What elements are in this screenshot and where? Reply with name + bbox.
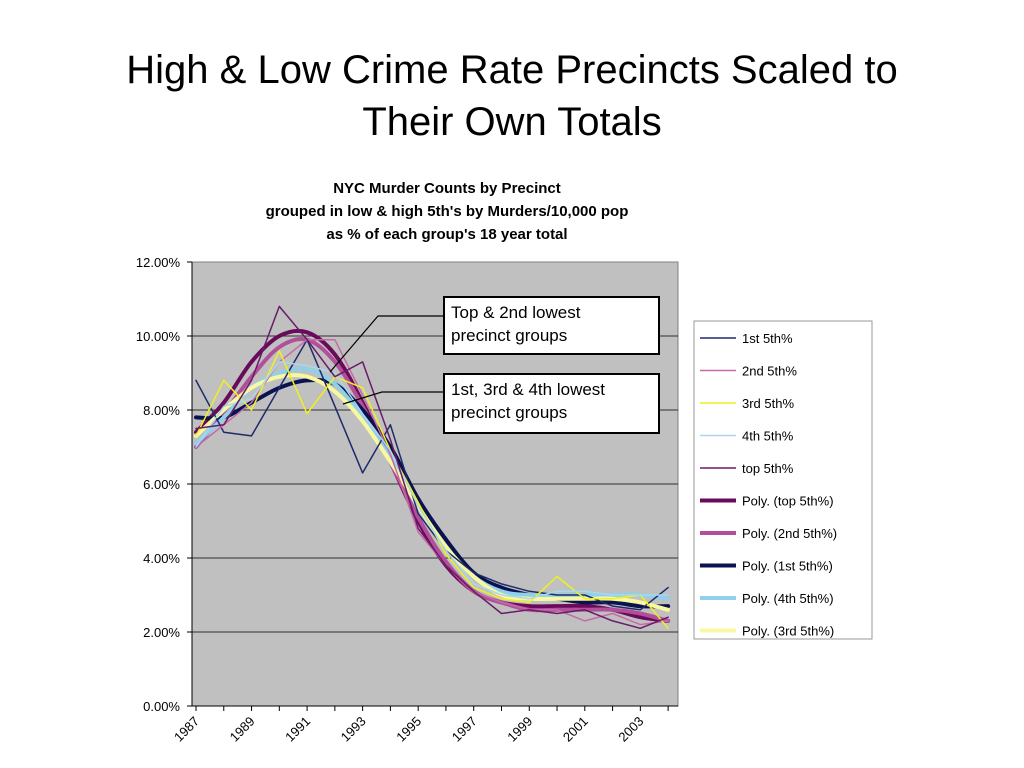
legend-label: Poly. (4th 5th%)	[742, 591, 834, 606]
y-tick-label: 8.00%	[143, 403, 180, 418]
chart-title-line-2: grouped in low & high 5th's by Murders/1…	[266, 203, 629, 220]
annotation-box	[443, 373, 660, 434]
y-tick-label: 4.00%	[143, 551, 180, 566]
legend: 1st 5th% 2nd 5th% 3rd 5th% 4th 5th% top 5th%…	[693, 320, 873, 640]
chart-title: NYC Murder Counts by Precinct grouped in …	[266, 180, 629, 243]
series-line-poly-1st-5th	[194, 378, 671, 609]
legend-label: Poly. (3rd 5th%)	[742, 624, 834, 639]
series-line-4th-5th	[195, 361, 669, 600]
legend-label: Poly. (2nd 5th%)	[742, 526, 837, 541]
series-line-1st-5th	[195, 338, 669, 611]
annotation-callout-1: Top & 2nd lowest precinct groups	[329, 296, 660, 373]
legend-label: Poly. (top 5th%)	[742, 494, 834, 509]
chart-title-line-3: as % of each group's 18 year total	[326, 226, 567, 243]
y-tick-label: 6.00%	[143, 477, 180, 492]
legend-label: 3rd 5th%	[742, 396, 794, 411]
legend-entry: Poly. (1st 5th%)	[700, 559, 833, 574]
legend-entry: 3rd 5th%	[700, 396, 794, 411]
legend-label: 1st 5th%	[742, 331, 793, 346]
legend-label: 2nd 5th%	[742, 364, 797, 379]
series-line-top-5th	[195, 305, 669, 630]
slide-title-line-1: High & Low Crime Rate Precincts Scaled t…	[126, 48, 898, 92]
legend-entry: Poly. (4th 5th%)	[700, 591, 834, 606]
legend-entry: Poly. (3rd 5th%)	[700, 624, 834, 639]
annotation-box	[443, 296, 660, 355]
y-tick-label: 10.00%	[136, 329, 181, 344]
legend-entry: 2nd 5th%	[700, 364, 797, 379]
y-tick-label: 0.00%	[143, 699, 180, 714]
legend-entry: 4th 5th%	[700, 429, 794, 444]
annotation-leader-line	[329, 315, 444, 373]
legend-entry: top 5th%	[700, 461, 794, 476]
y-tick-label: 2.00%	[143, 625, 180, 640]
legend-label: 4th 5th%	[742, 429, 794, 444]
annotation-callout-2: 1st, 3rd & 4th lowest precinct groups	[342, 373, 660, 434]
annotation-text: precinct groups	[451, 326, 567, 345]
annotation-text: precinct groups	[451, 403, 567, 422]
legend-box	[693, 320, 873, 640]
legend-entry: Poly. (top 5th%)	[700, 494, 834, 509]
series-group	[194, 305, 671, 630]
legend-label: Poly. (1st 5th%)	[742, 559, 833, 574]
annotation-text: Top & 2nd lowest	[451, 303, 581, 322]
series-line-poly-2nd-5th	[194, 336, 671, 623]
series-line-poly-top-5th	[194, 328, 671, 623]
slide-title-line-2: Their Own Totals	[362, 100, 662, 144]
annotation-leader-line	[342, 391, 444, 405]
legend-entry: 1st 5th%	[700, 331, 793, 346]
y-tick-label: 12.00%	[136, 255, 181, 270]
annotation-text: 1st, 3rd & 4th lowest	[451, 380, 605, 399]
legend-label: top 5th%	[742, 461, 794, 476]
slide-title: High & Low Crime Rate Precincts Scaled t…	[0, 44, 1024, 148]
legend-entry: Poly. (2nd 5th%)	[700, 526, 837, 541]
chart-title-line-1: NYC Murder Counts by Precinct	[333, 180, 561, 197]
